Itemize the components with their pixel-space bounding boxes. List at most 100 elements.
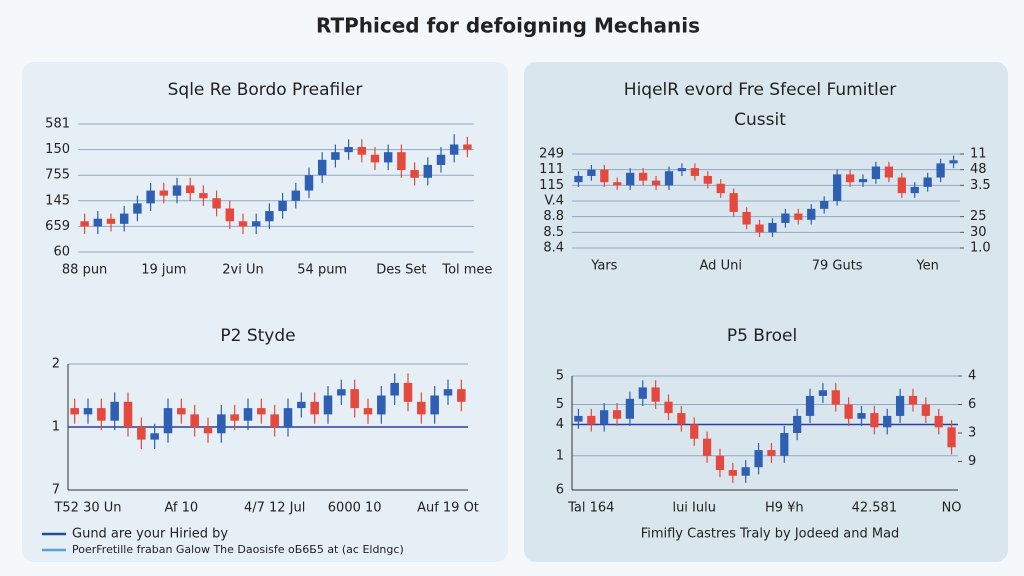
candle-body: [172, 185, 182, 196]
candle-body: [716, 183, 725, 194]
x-tick-label: 79 Guts: [812, 259, 863, 274]
candle-body: [626, 172, 635, 186]
y-tick-label: 60: [53, 245, 70, 260]
candle-body: [818, 390, 828, 396]
candle-body: [212, 198, 221, 209]
candle-body: [83, 408, 93, 415]
candle-body: [844, 404, 853, 419]
candle-body: [137, 427, 146, 440]
y-tick-label: 6: [556, 483, 564, 498]
y-tick-label: 5: [556, 369, 564, 384]
candle-body: [177, 408, 186, 415]
candle-body: [297, 401, 306, 409]
candle-body: [370, 154, 380, 163]
candle-body: [729, 193, 738, 212]
chart-title: P2 Styde: [220, 326, 295, 346]
x-tick-label: Af 10: [164, 501, 198, 516]
candle-body: [805, 395, 815, 416]
candle-body: [403, 382, 413, 402]
y-tick-label: 150: [45, 142, 70, 157]
candle-body: [217, 414, 226, 434]
candle-body: [587, 169, 596, 176]
candle-body: [845, 174, 855, 183]
candle-body: [858, 179, 868, 183]
candle-body: [908, 395, 918, 405]
legend-label: PoerFretille fraban Galow The Daosisfe o…: [72, 543, 404, 556]
candle-body: [612, 410, 622, 419]
x-tick-label: T52 30 Un: [53, 501, 121, 516]
candle-body: [357, 147, 367, 155]
candle-body: [80, 221, 89, 227]
x-tick-label: lui Iulu: [672, 501, 716, 516]
candle-body: [870, 413, 879, 428]
candle-body: [936, 163, 945, 178]
y2-tick-label: 25: [970, 209, 987, 224]
candle-body: [703, 175, 712, 184]
candle-body: [728, 470, 737, 476]
candle-body: [664, 171, 674, 186]
y2-tick-label: 4: [968, 369, 976, 384]
chart-title: HiqelR evord Fre Sfecel Fumitler: [624, 80, 896, 100]
candle-body: [70, 408, 79, 415]
candle-body: [397, 152, 406, 171]
y-tick-label: 7: [52, 483, 60, 498]
candle-body: [781, 213, 790, 223]
candle-body: [133, 203, 142, 214]
candle-body: [949, 160, 958, 164]
left-panel: [22, 62, 508, 562]
candle-body: [417, 401, 426, 415]
candle-body: [163, 408, 173, 434]
candle-body: [923, 177, 932, 187]
x-tick-label: Yen: [915, 259, 938, 274]
candle-body: [185, 185, 195, 194]
candle-body: [251, 221, 261, 227]
candle-body: [270, 414, 279, 427]
y-tick-label: 111: [539, 162, 564, 177]
candle-body: [587, 415, 596, 425]
y-tick-label: 145: [45, 193, 70, 208]
candle-body: [331, 152, 340, 160]
candle-body: [291, 190, 301, 201]
candle-body: [443, 389, 453, 396]
candle-body: [304, 175, 314, 191]
candle-body: [638, 387, 647, 399]
x-tick-label: Tal 164: [567, 501, 614, 516]
candle-body: [754, 450, 763, 468]
candle-body: [457, 389, 466, 402]
candle-body: [574, 175, 583, 183]
y2-tick-label: 48: [970, 162, 987, 177]
candle-body: [857, 413, 866, 419]
candle-body: [430, 395, 439, 415]
candle-body: [690, 424, 699, 439]
x-tick-label: 19 jum: [141, 263, 186, 278]
candle-body: [677, 413, 686, 425]
candle-body: [383, 152, 393, 163]
candle-body: [897, 177, 906, 194]
candle-body: [793, 415, 802, 433]
candle-body: [883, 415, 892, 428]
y2-tick-label: 11: [970, 147, 987, 162]
candle-body: [230, 414, 239, 421]
y-tick-label: 659: [45, 219, 70, 234]
x-tick-label: Tol mee: [441, 263, 492, 278]
y-tick-label: V.4: [544, 194, 564, 209]
y2-tick-label: 1.0: [970, 241, 991, 256]
candle-body: [243, 408, 253, 421]
candle-body: [947, 427, 956, 448]
y2-tick-label: 9: [968, 454, 976, 469]
candle-body: [574, 415, 583, 422]
candle-body: [310, 401, 319, 415]
x-tick-label: NO: [942, 501, 962, 516]
candle-body: [600, 169, 609, 183]
candle-body: [780, 433, 789, 456]
candle-body: [278, 200, 287, 212]
y2-tick-label: 6: [968, 397, 976, 412]
candle-body: [702, 438, 712, 456]
legend-label: Gund are your Hiried by: [72, 527, 228, 542]
candle-body: [651, 180, 661, 186]
y-tick-label: 8.8: [543, 209, 564, 224]
candle-body: [677, 168, 687, 172]
candle-body: [934, 415, 943, 428]
candle-body: [350, 389, 359, 409]
